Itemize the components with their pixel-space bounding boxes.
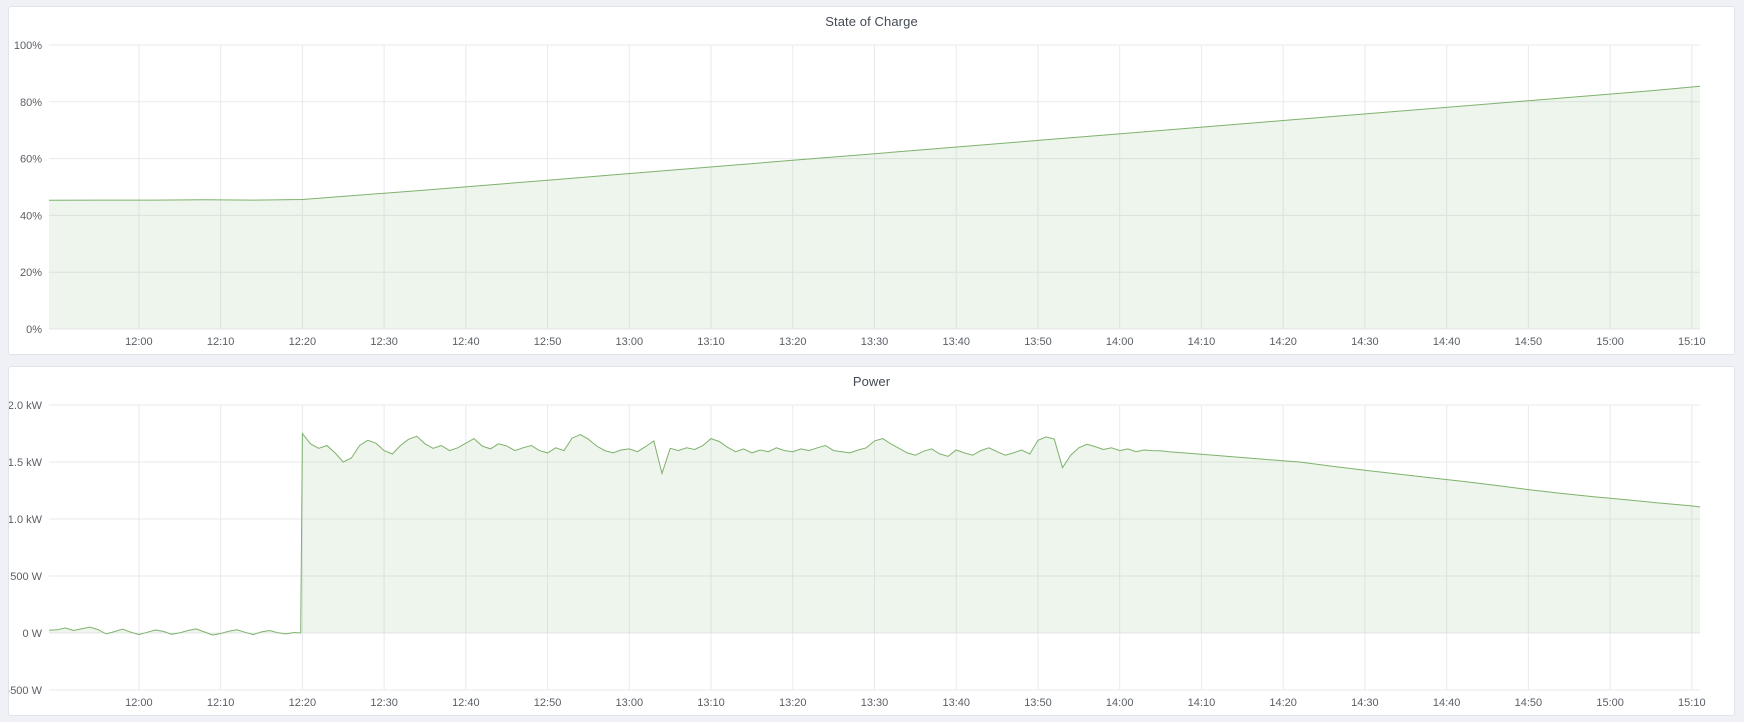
svg-text:14:50: 14:50 bbox=[1515, 336, 1543, 348]
svg-text:12:00: 12:00 bbox=[125, 336, 153, 348]
svg-text:500 W: 500 W bbox=[10, 571, 42, 583]
svg-text:12:40: 12:40 bbox=[452, 697, 480, 709]
svg-text:14:30: 14:30 bbox=[1351, 697, 1379, 709]
svg-text:1.5 kW: 1.5 kW bbox=[9, 457, 43, 469]
soc-chart[interactable]: 0% 20% 40% 60% 80% 100% 12:00 12:10 12:20 12:30 12… bbox=[9, 35, 1734, 354]
svg-text:13:50: 13:50 bbox=[1024, 697, 1052, 709]
svg-text:15:10: 15:10 bbox=[1678, 336, 1706, 348]
svg-text:40%: 40% bbox=[20, 210, 42, 222]
svg-text:15:10: 15:10 bbox=[1678, 697, 1706, 709]
svg-text:14:10: 14:10 bbox=[1188, 697, 1216, 709]
series-area bbox=[49, 86, 1700, 329]
panel-state-of-charge: State of Charge 0% 20% 40% 60% 80% 100% 12:00 1… bbox=[8, 6, 1735, 355]
svg-text:12:20: 12:20 bbox=[289, 697, 317, 709]
series-area bbox=[49, 433, 1700, 636]
svg-text:12:00: 12:00 bbox=[125, 697, 153, 709]
svg-text:12:10: 12:10 bbox=[207, 697, 235, 709]
svg-text:100%: 100% bbox=[14, 40, 42, 52]
panel-title: Power bbox=[852, 373, 891, 389]
axis-labels: -500 W 0 W 500 W 1.0 kW 1.5 kW 2.0 kW 12:00 12:… bbox=[9, 400, 1706, 709]
svg-text:14:00: 14:00 bbox=[1106, 336, 1134, 348]
svg-text:2.0 kW: 2.0 kW bbox=[9, 400, 43, 412]
svg-text:12:10: 12:10 bbox=[207, 336, 235, 348]
panel-title: State of Charge bbox=[825, 13, 918, 29]
svg-text:14:20: 14:20 bbox=[1269, 697, 1297, 709]
panel-header-state-of-charge[interactable]: State of Charge bbox=[9, 7, 1734, 35]
svg-text:13:10: 13:10 bbox=[697, 697, 725, 709]
power-chart[interactable]: -500 W 0 W 500 W 1.0 kW 1.5 kW 2.0 kW 12:00 12:… bbox=[9, 395, 1734, 715]
svg-text:14:40: 14:40 bbox=[1433, 697, 1461, 709]
svg-text:-500 W: -500 W bbox=[9, 685, 43, 697]
svg-text:13:30: 13:30 bbox=[861, 697, 889, 709]
svg-text:14:10: 14:10 bbox=[1188, 336, 1216, 348]
svg-text:13:00: 13:00 bbox=[616, 336, 644, 348]
svg-text:12:20: 12:20 bbox=[289, 336, 317, 348]
svg-text:13:40: 13:40 bbox=[942, 697, 970, 709]
svg-text:13:40: 13:40 bbox=[942, 336, 970, 348]
series-line bbox=[48, 85, 1701, 201]
svg-text:20%: 20% bbox=[20, 267, 42, 279]
chart-svg[interactable]: 0% 20% 40% 60% 80% 100% 12:00 12:10 12:20 12:30 12… bbox=[9, 35, 1734, 354]
svg-text:12:50: 12:50 bbox=[534, 697, 562, 709]
svg-text:13:20: 13:20 bbox=[779, 697, 807, 709]
series-line bbox=[48, 432, 1701, 636]
panel-power: Power -500 W 0 W 500 W 1.0 kW 1.5 kW 2.0 kW 12… bbox=[8, 366, 1735, 716]
gridlines bbox=[49, 44, 1700, 330]
svg-text:12:30: 12:30 bbox=[370, 336, 398, 348]
svg-text:13:20: 13:20 bbox=[779, 336, 807, 348]
svg-text:12:30: 12:30 bbox=[370, 697, 398, 709]
axis-labels: 0% 20% 40% 60% 80% 100% 12:00 12:10 12:20 12:30 12… bbox=[14, 40, 1706, 348]
svg-text:13:30: 13:30 bbox=[861, 336, 889, 348]
svg-text:14:30: 14:30 bbox=[1351, 336, 1379, 348]
svg-text:13:50: 13:50 bbox=[1024, 336, 1052, 348]
svg-text:13:10: 13:10 bbox=[697, 336, 725, 348]
svg-text:15:00: 15:00 bbox=[1596, 336, 1624, 348]
gridlines bbox=[49, 404, 1700, 691]
svg-text:14:20: 14:20 bbox=[1269, 336, 1297, 348]
svg-text:15:00: 15:00 bbox=[1596, 697, 1624, 709]
chart-svg[interactable]: -500 W 0 W 500 W 1.0 kW 1.5 kW 2.0 kW 12:00 12:… bbox=[9, 395, 1734, 715]
svg-text:14:00: 14:00 bbox=[1106, 697, 1134, 709]
svg-text:80%: 80% bbox=[20, 97, 42, 109]
svg-text:12:40: 12:40 bbox=[452, 336, 480, 348]
svg-text:14:40: 14:40 bbox=[1433, 336, 1461, 348]
svg-text:0 W: 0 W bbox=[22, 628, 42, 640]
svg-text:0%: 0% bbox=[26, 324, 42, 336]
svg-text:12:50: 12:50 bbox=[534, 336, 562, 348]
svg-text:14:50: 14:50 bbox=[1515, 697, 1543, 709]
svg-text:60%: 60% bbox=[20, 154, 42, 166]
svg-text:13:00: 13:00 bbox=[616, 697, 644, 709]
svg-text:1.0 kW: 1.0 kW bbox=[9, 514, 43, 526]
panel-header-power[interactable]: Power bbox=[9, 367, 1734, 395]
